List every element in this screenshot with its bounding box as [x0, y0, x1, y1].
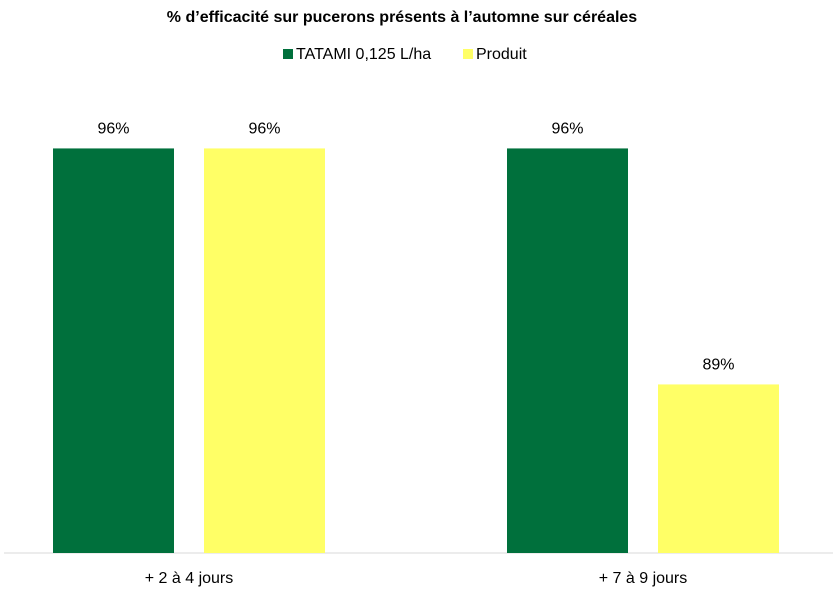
legend-swatch — [283, 49, 293, 59]
legend-label: Produit — [476, 46, 527, 63]
data-label: 96% — [248, 121, 280, 138]
data-label: 96% — [551, 121, 583, 138]
bar — [204, 148, 325, 553]
x-tick-label: + 2 à 4 jours — [145, 570, 234, 587]
legend-swatch — [463, 49, 473, 59]
legend-label: TATAMI 0,125 L/ha — [296, 46, 431, 63]
bar — [507, 148, 628, 553]
bar — [53, 148, 174, 553]
x-tick-label: + 7 à 9 jours — [599, 570, 688, 587]
chart-title: % d’efficacité sur pucerons présents à l… — [167, 9, 638, 26]
data-label: 89% — [702, 357, 734, 374]
bar — [658, 384, 779, 553]
data-label: 96% — [97, 121, 129, 138]
